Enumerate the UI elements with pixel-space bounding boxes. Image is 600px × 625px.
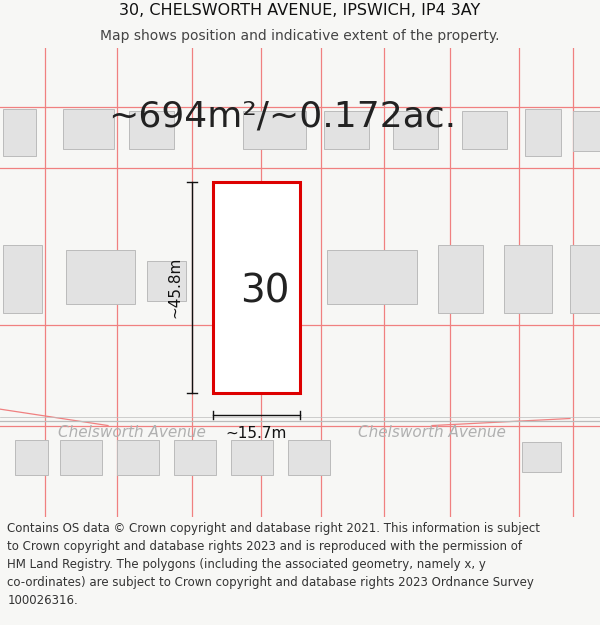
Bar bbox=[3, 109, 36, 156]
Text: Chelsworth Avenue: Chelsworth Avenue bbox=[358, 425, 506, 440]
Bar bbox=[213, 182, 300, 392]
Bar bbox=[129, 111, 174, 149]
Bar bbox=[63, 109, 114, 149]
Bar bbox=[243, 111, 306, 149]
Text: Contains OS data © Crown copyright and database right 2021. This information is : Contains OS data © Crown copyright and d… bbox=[7, 522, 540, 607]
Bar bbox=[15, 439, 48, 475]
Bar bbox=[147, 261, 186, 301]
Text: Chelsworth Avenue: Chelsworth Avenue bbox=[58, 425, 206, 440]
Bar bbox=[66, 249, 135, 304]
Text: ~15.7m: ~15.7m bbox=[226, 426, 287, 441]
Text: Map shows position and indicative extent of the property.: Map shows position and indicative extent… bbox=[100, 29, 500, 43]
Bar bbox=[3, 245, 42, 313]
Bar bbox=[438, 245, 483, 313]
Bar bbox=[324, 111, 369, 149]
Bar bbox=[231, 439, 273, 475]
Bar bbox=[570, 245, 600, 313]
Bar bbox=[504, 245, 552, 313]
Text: 30: 30 bbox=[241, 272, 290, 311]
Bar bbox=[462, 111, 507, 149]
Bar bbox=[327, 249, 417, 304]
Bar bbox=[573, 111, 600, 151]
Bar bbox=[288, 439, 330, 475]
Text: ~45.8m: ~45.8m bbox=[167, 256, 182, 318]
Bar bbox=[522, 442, 561, 472]
Bar bbox=[393, 111, 438, 149]
Bar bbox=[117, 439, 159, 475]
Bar bbox=[525, 109, 561, 156]
Text: 30, CHELSWORTH AVENUE, IPSWICH, IP4 3AY: 30, CHELSWORTH AVENUE, IPSWICH, IP4 3AY bbox=[119, 3, 481, 18]
Bar bbox=[60, 439, 102, 475]
Text: ~694m²/~0.172ac.: ~694m²/~0.172ac. bbox=[108, 99, 456, 133]
Bar bbox=[174, 439, 216, 475]
